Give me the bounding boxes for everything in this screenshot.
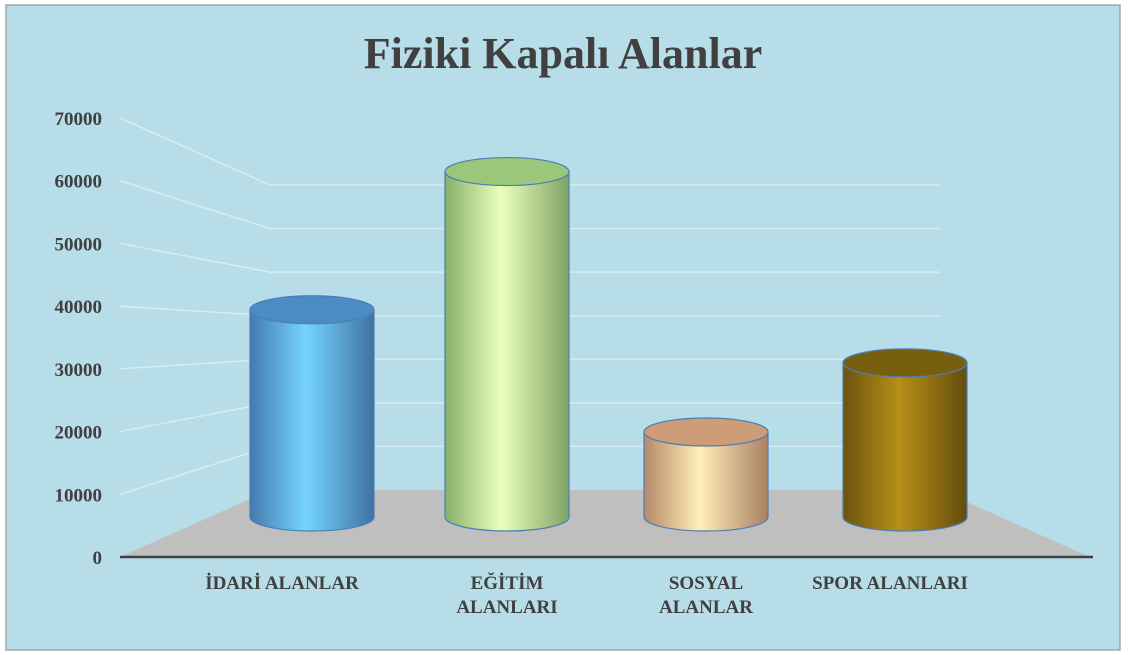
bar-top (842, 348, 968, 378)
y-tick-label: 50000 (55, 234, 103, 255)
bar (643, 431, 769, 532)
y-tick-label: 30000 (55, 360, 103, 381)
y-tick-label: 40000 (55, 297, 103, 318)
y-tick-label: 20000 (55, 423, 103, 444)
x-tick-label: EĞİTİM ALANLARI (456, 573, 558, 618)
x-tick-label: SPOR ALANLARI (812, 573, 968, 594)
y-tick-label: 60000 (55, 172, 103, 193)
y-tick-label: 0 (93, 548, 103, 569)
bar-top (643, 417, 769, 447)
grid-line (119, 179, 940, 230)
bar-top (249, 295, 375, 325)
grid-line (119, 242, 940, 273)
x-tick-label: SOSYAL ALANLAR (659, 573, 753, 618)
chart-title: Fiziki Kapalı Alanlar (364, 29, 763, 78)
bar (444, 170, 570, 532)
bar-top (444, 156, 570, 187)
bar (249, 309, 375, 532)
y-tick-label: 70000 (55, 109, 103, 130)
x-tick-label: İDARİ ALANLAR (205, 573, 359, 594)
grid-line (119, 117, 940, 186)
y-tick-label: 10000 (55, 485, 103, 506)
bar (842, 362, 968, 532)
